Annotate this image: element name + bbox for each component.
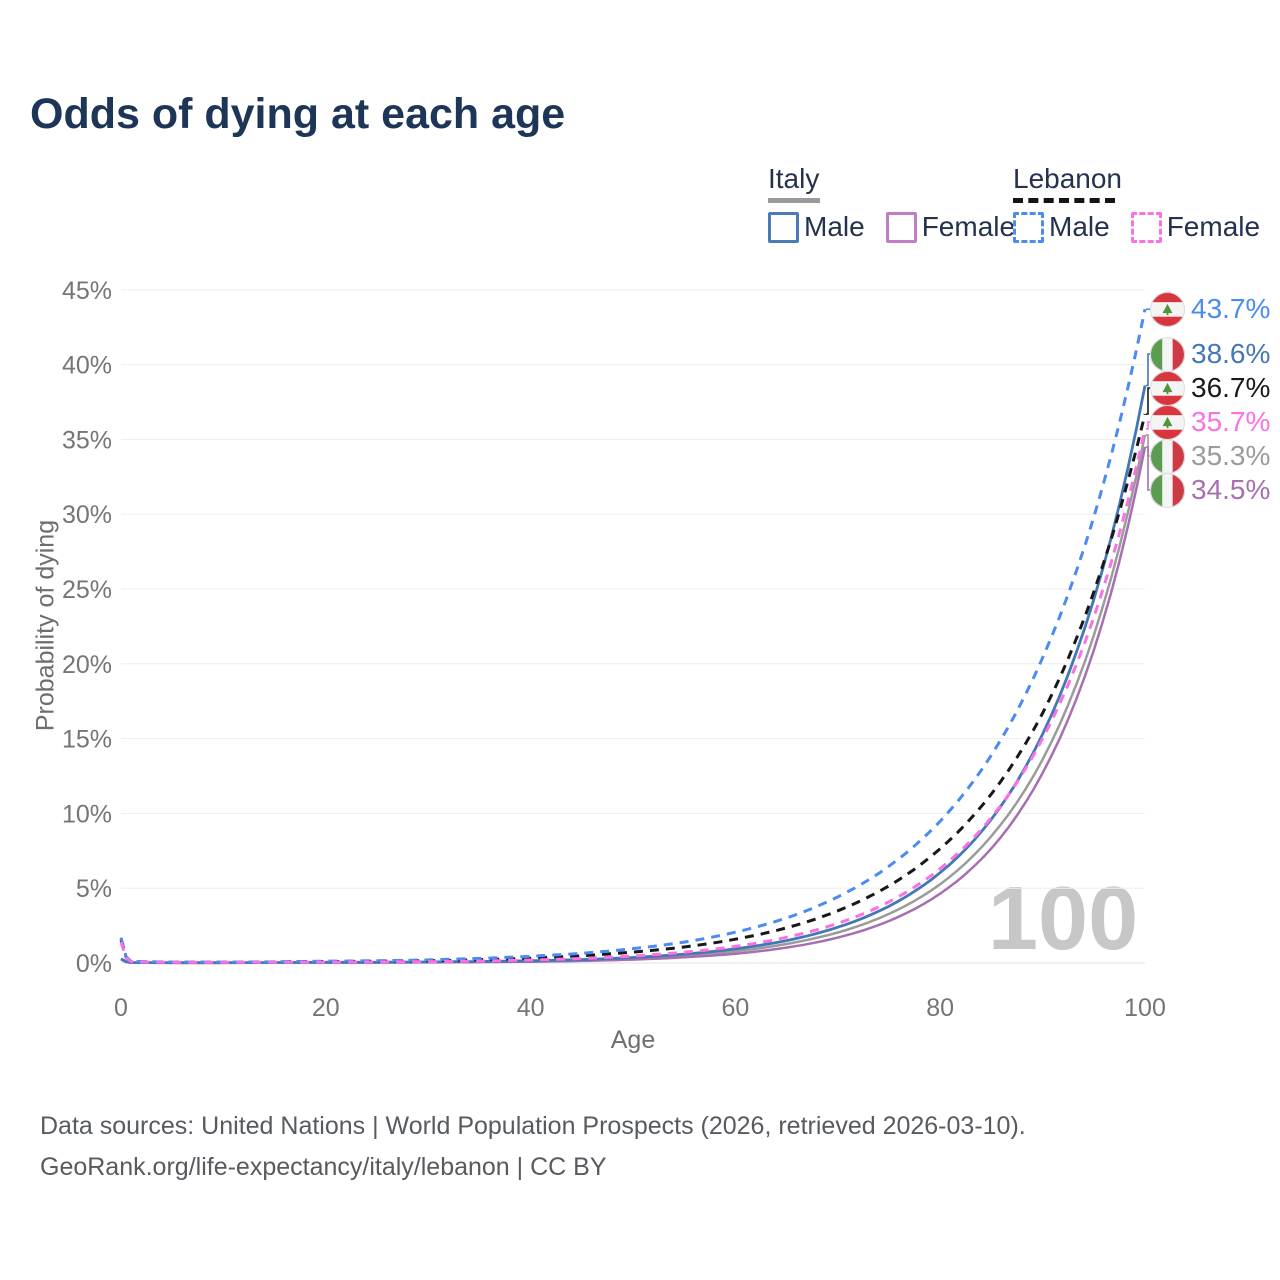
italy-female-swatch — [885, 211, 917, 243]
legend-item-label: Female — [921, 211, 1016, 242]
y-tick-label: 35% — [62, 426, 112, 454]
legend-italy-header[interactable]: Italy — [768, 163, 820, 203]
x-axis-title: Age — [610, 1026, 656, 1054]
end-label-connector — [1146, 434, 1150, 457]
end-label-connector — [1146, 446, 1150, 491]
end-label-value: 34.5% — [1191, 474, 1271, 505]
legend-item-label: Male — [804, 211, 865, 242]
legend-item-lebanon-female[interactable]: Female — [1130, 211, 1261, 243]
y-tick-label: 40% — [62, 352, 112, 380]
chart-title: Odds of dying at each age — [30, 90, 566, 138]
lebanon-female-swatch — [1130, 211, 1162, 243]
end-label-value: 38.6% — [1191, 338, 1271, 369]
end-label-value: 35.7% — [1191, 406, 1271, 437]
lebanon-male-swatch — [1013, 211, 1044, 243]
y-tick-label: 20% — [62, 651, 112, 679]
lebanon-flag-icon — [1150, 404, 1185, 440]
legend-italy-label: Italy — [768, 163, 820, 194]
legend-item-label: Male — [1049, 211, 1110, 242]
x-tick-label: 0 — [114, 994, 128, 1022]
legend-lebanon-header[interactable]: Lebanon — [1013, 163, 1122, 203]
x-tick-label: 100 — [1124, 994, 1166, 1022]
italy-line-style-swatch — [768, 198, 820, 203]
italy-flag-icon — [1150, 472, 1185, 508]
series-line-lebanon-male[interactable] — [119, 308, 1147, 964]
italy-male-swatch — [768, 211, 799, 243]
y-tick-label: 45% — [62, 277, 112, 305]
legend-item-label: Female — [1166, 211, 1261, 242]
lebanon-flag-icon — [1150, 291, 1185, 327]
x-tick-label: 40 — [517, 994, 545, 1022]
italy-flag-icon — [1150, 438, 1185, 474]
legend-item-lebanon-male[interactable]: Male — [1013, 211, 1110, 243]
end-label-lebanon-female: 35.7% — [1150, 404, 1270, 440]
y-tick-label: 10% — [62, 800, 112, 828]
end-label-value: 35.3% — [1191, 440, 1271, 471]
y-tick-label: 25% — [62, 576, 112, 604]
series-line-italy-female[interactable] — [120, 446, 1147, 965]
end-label-value: 36.7% — [1191, 372, 1271, 403]
y-tick-label: 15% — [62, 726, 112, 754]
y-tick-label: 5% — [76, 875, 112, 903]
footer: Data sources: United Nations | World Pop… — [40, 1106, 1026, 1188]
end-label-value: 43.7% — [1191, 293, 1271, 324]
legend-item-italy-female[interactable]: Female — [885, 211, 1016, 243]
attribution-text: GeoRank.org/life-expectancy/italy/lebano… — [40, 1153, 607, 1181]
end-label-italy-male: 38.6% — [1150, 336, 1270, 372]
series-line-italy-male[interactable] — [120, 385, 1147, 965]
end-label-connector — [1146, 387, 1150, 415]
x-tick-label: 60 — [721, 994, 749, 1022]
x-tick-label: 80 — [926, 994, 954, 1022]
legend-item-italy-male[interactable]: Male — [768, 211, 865, 243]
end-label-italy-female: 34.5% — [1150, 472, 1270, 508]
x-tick-label: 20 — [312, 994, 340, 1022]
lebanon-flag-icon — [1150, 370, 1185, 406]
legend-group-italy: Italy Male Female — [768, 163, 1015, 243]
legend-lebanon-label: Lebanon — [1013, 163, 1123, 194]
y-tick-label: 0% — [76, 950, 112, 978]
y-tick-label: 30% — [62, 501, 112, 529]
lebanon-line-style-swatch — [1013, 198, 1115, 203]
end-label-connector — [1146, 353, 1150, 387]
data-sources-text: Data sources: United Nations | World Pop… — [40, 1112, 1026, 1140]
hover-age-watermark: 100 — [988, 869, 1139, 969]
y-axis-title: Probability of dying — [31, 519, 60, 732]
series-line-lebanon-total[interactable] — [119, 413, 1147, 964]
series-line-lebanon-female[interactable] — [119, 428, 1147, 964]
italy-flag-icon — [1150, 336, 1185, 372]
legend-group-lebanon: Lebanon Male Female — [1013, 163, 1260, 243]
end-label-lebanon-total: 36.7% — [1150, 370, 1270, 406]
end-label-lebanon-male: 43.7% — [1150, 291, 1270, 327]
end-label-italy-total: 35.3% — [1150, 438, 1270, 474]
end-label-connector — [1146, 421, 1150, 430]
